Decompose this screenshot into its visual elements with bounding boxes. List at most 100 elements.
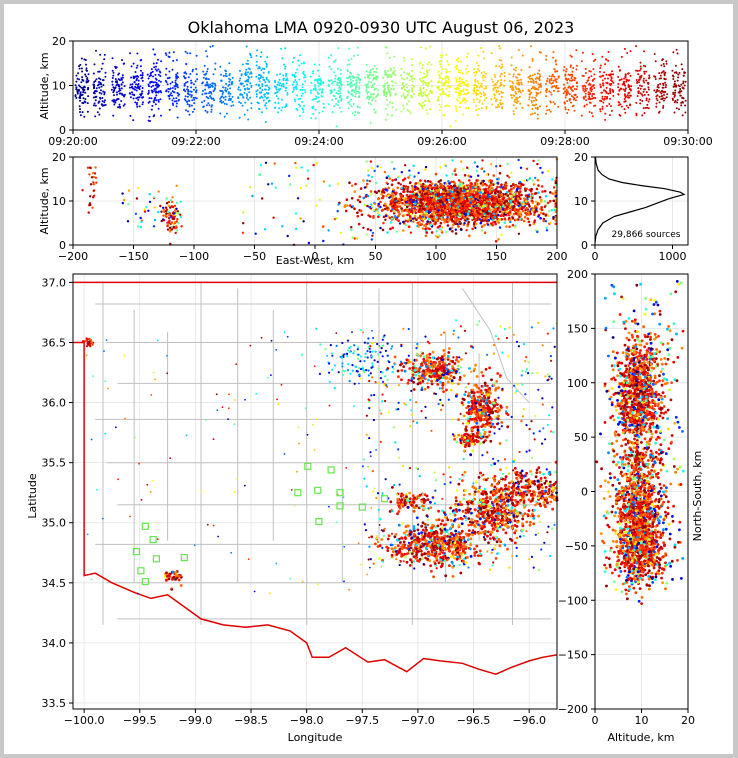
time-height-point [520, 69, 523, 71]
time-height-point [557, 87, 560, 90]
time-height-point [140, 92, 143, 95]
time-height-point [573, 93, 576, 96]
time-height-point [374, 111, 377, 114]
time-height-point [279, 82, 281, 85]
time-height-point [646, 81, 649, 84]
time-height-point [354, 110, 357, 113]
time-height-point [262, 67, 265, 70]
time-height-point [298, 78, 301, 81]
time-height-point [191, 99, 194, 102]
time-height-point [165, 54, 168, 56]
time-height-point [627, 92, 630, 94]
time-height-point [113, 103, 116, 106]
time-height-point [637, 79, 640, 81]
time-height-point [428, 92, 430, 95]
time-height-point [104, 103, 107, 106]
eastwest-point [451, 201, 455, 204]
time-height-point [156, 83, 158, 86]
time-height-point [168, 88, 171, 91]
time-height-point [570, 95, 573, 98]
time-height-point [137, 79, 140, 82]
eastwest-point [512, 205, 515, 209]
time-height-point [150, 68, 153, 71]
time-height-point [658, 72, 661, 75]
time-height-point [242, 96, 245, 99]
time-height-point [78, 67, 81, 70]
time-height-point [533, 73, 536, 76]
time-height-point [538, 79, 541, 82]
eastwest-point [519, 214, 523, 217]
eastwest-point [387, 194, 390, 198]
time-height-point [410, 69, 413, 72]
time-height-point [119, 92, 122, 95]
time-height-point [184, 90, 187, 93]
time-height-point [160, 60, 163, 63]
time-height-point [262, 99, 265, 102]
time-height-point [508, 80, 511, 83]
time-height-point [548, 108, 551, 111]
time-height-point [430, 92, 433, 95]
time-height-point [654, 78, 657, 81]
time-height-point [229, 92, 232, 95]
time-height-point [205, 78, 208, 81]
time-height-point [74, 94, 77, 97]
time-height-point [292, 88, 295, 91]
time-height-point [371, 83, 374, 86]
time-height-point [437, 70, 440, 73]
eastwest-point [438, 200, 442, 204]
time-height-point [152, 62, 155, 65]
time-height-point [662, 84, 665, 86]
time-height-point [207, 86, 210, 89]
time-height-point [594, 58, 597, 61]
time-height-point [196, 78, 199, 81]
time-height-point [111, 77, 114, 79]
eastwest-point [540, 200, 543, 203]
time-height-point [220, 79, 223, 82]
time-height-point [103, 91, 106, 94]
time-height-point [640, 74, 643, 77]
time-height-point [678, 90, 681, 93]
time-height-point [339, 94, 342, 97]
time-height-point [624, 87, 627, 90]
time-height-point [476, 68, 479, 71]
time-height-point [458, 94, 460, 97]
eastwest-point [540, 206, 543, 209]
eastwest-point [435, 230, 438, 233]
time-height-point [139, 85, 142, 88]
time-height-point [267, 96, 269, 99]
time-height-point [314, 117, 317, 120]
time-height-point [655, 102, 658, 105]
time-height-point [550, 77, 553, 80]
time-height-point [314, 108, 317, 111]
time-height-point [553, 75, 556, 78]
time-height-point [353, 114, 356, 117]
eastwest-point [397, 211, 401, 214]
time-height-point [457, 71, 460, 74]
time-height-point [557, 90, 560, 93]
time-height-point [423, 76, 426, 79]
time-height-point [86, 110, 89, 113]
eastwest-point [448, 219, 451, 222]
time-height-point [627, 79, 630, 82]
time-height-point [603, 97, 606, 100]
time-height-point [447, 78, 450, 81]
time-height-point [224, 98, 227, 101]
time-height-point [407, 100, 410, 103]
time-height-point [93, 90, 96, 93]
time-height-point [278, 84, 281, 87]
eastwest-point [421, 227, 425, 230]
time-height-point [131, 87, 134, 90]
time-height-point [148, 85, 150, 88]
time-height-point [299, 105, 302, 108]
time-height-point [519, 91, 522, 94]
time-height-point [95, 78, 98, 81]
time-height-point [302, 111, 305, 114]
eastwest-point [377, 197, 380, 201]
time-height-point [256, 49, 259, 52]
time-height-point [385, 107, 388, 110]
time-height-point [588, 101, 591, 104]
time-height-point [461, 78, 463, 81]
time-height-point [310, 92, 312, 94]
time-height-point [165, 67, 168, 70]
time-height-point [386, 52, 389, 55]
